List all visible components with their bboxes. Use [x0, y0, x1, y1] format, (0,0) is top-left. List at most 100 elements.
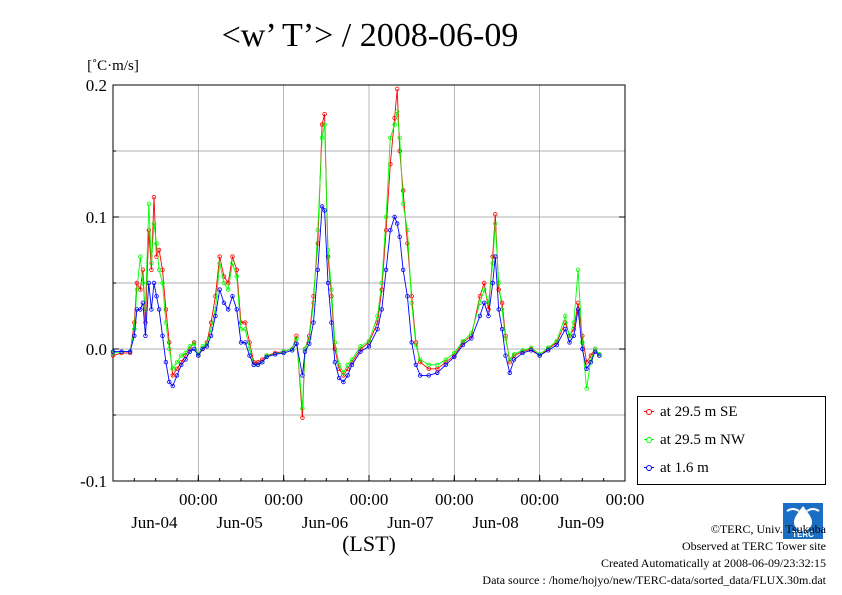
legend-marker-se [644, 407, 654, 417]
data-point [243, 320, 248, 325]
data-point [413, 362, 419, 368]
data-point [140, 300, 146, 305]
x-tick-time: 00:00 [520, 490, 559, 509]
data-point [315, 227, 320, 233]
data-point [213, 294, 218, 299]
y-tick-label: -0.1 [80, 472, 107, 491]
data-point [418, 373, 423, 378]
data-point [217, 254, 222, 259]
x-axis-label: (LST) [342, 531, 396, 556]
data-point [319, 122, 325, 127]
data-point [383, 267, 389, 272]
data-point [319, 204, 325, 209]
data-point [329, 320, 334, 325]
legend-item-nw: at 29.5 m NW [644, 431, 745, 449]
data-point [413, 342, 419, 348]
data-point [394, 86, 400, 92]
series-layer [110, 86, 602, 420]
created-text: Created Automatically at 2008-06-09/23:3… [601, 556, 826, 570]
legend-item-se: at 29.5 m SE [644, 403, 738, 421]
data-point [225, 287, 231, 292]
data-point [167, 346, 172, 352]
data-point [163, 360, 169, 365]
data-point [405, 241, 410, 246]
data-point [300, 406, 305, 411]
data-point [300, 415, 305, 420]
data-point [486, 313, 491, 319]
legend-label-low: at 1.6 m [660, 459, 709, 476]
data-point [563, 327, 568, 332]
legend-marker-nw [644, 435, 654, 445]
chart-title: <w’ T’> / 2008-06-09 [222, 17, 519, 54]
copyright-text: ©TERC, Univ. Tsukuba [710, 522, 826, 536]
data-point [294, 336, 299, 341]
x-tick-date: Jun-05 [217, 513, 263, 532]
data-point [146, 227, 152, 233]
data-point [151, 280, 157, 286]
data-point [418, 360, 423, 365]
data-point [397, 148, 402, 154]
data-point [183, 357, 188, 362]
data-point [592, 349, 598, 354]
data-point [200, 346, 205, 352]
data-point [426, 373, 431, 378]
x-tick-date: Jun-08 [473, 513, 519, 532]
grid [113, 84, 626, 482]
data-point [217, 261, 222, 266]
data-point [163, 307, 169, 312]
data-point [294, 341, 299, 346]
data-point [221, 280, 227, 286]
data-point [143, 333, 148, 338]
data-point [149, 267, 154, 272]
data-point [140, 267, 146, 272]
data-point [332, 360, 338, 365]
data-point [405, 294, 410, 299]
data-point [179, 362, 184, 368]
data-point [146, 280, 152, 286]
data-point [493, 254, 498, 259]
data-point [179, 353, 184, 358]
data-point [127, 349, 133, 354]
logo-text: TERC [792, 530, 814, 539]
legend-label-se: at 29.5 m SE [660, 403, 738, 420]
data-point [511, 357, 517, 362]
data-point [234, 307, 239, 312]
series-2 [110, 204, 602, 389]
data-point [580, 340, 585, 345]
data-point [307, 336, 312, 341]
data-point [151, 221, 157, 226]
x-tick-date: Jun-06 [302, 513, 348, 532]
data-point [234, 274, 239, 279]
data-point [174, 366, 180, 371]
data-point [580, 346, 585, 352]
data-point [255, 360, 261, 365]
data-point [405, 227, 410, 233]
data-point [281, 350, 286, 356]
series-0 [110, 86, 602, 420]
data-point [400, 188, 406, 193]
series-line-1 [112, 111, 600, 409]
y-axis-unit: [˚C·m/s] [87, 58, 139, 74]
data-point [400, 201, 406, 206]
data-point [156, 267, 162, 272]
legend-label-nw: at 29.5 m NW [660, 431, 745, 448]
data-point [358, 344, 363, 349]
y-axis: 0.2 0.1 0.0 -0.1 [80, 76, 625, 491]
data-point [132, 333, 137, 338]
data-point [336, 375, 342, 381]
data-point [426, 362, 431, 368]
data-point [170, 383, 175, 389]
y-tick-label: 0.0 [86, 340, 107, 359]
data-point [217, 287, 222, 292]
y-tick-label: 0.1 [86, 208, 107, 227]
data-point [294, 333, 299, 338]
data-point [208, 333, 214, 338]
data-point [138, 307, 143, 312]
data-point [469, 336, 474, 341]
data-point [493, 221, 498, 226]
data-point [300, 373, 305, 378]
data-point [154, 241, 159, 246]
data-point [375, 313, 380, 319]
data-point [307, 341, 312, 346]
